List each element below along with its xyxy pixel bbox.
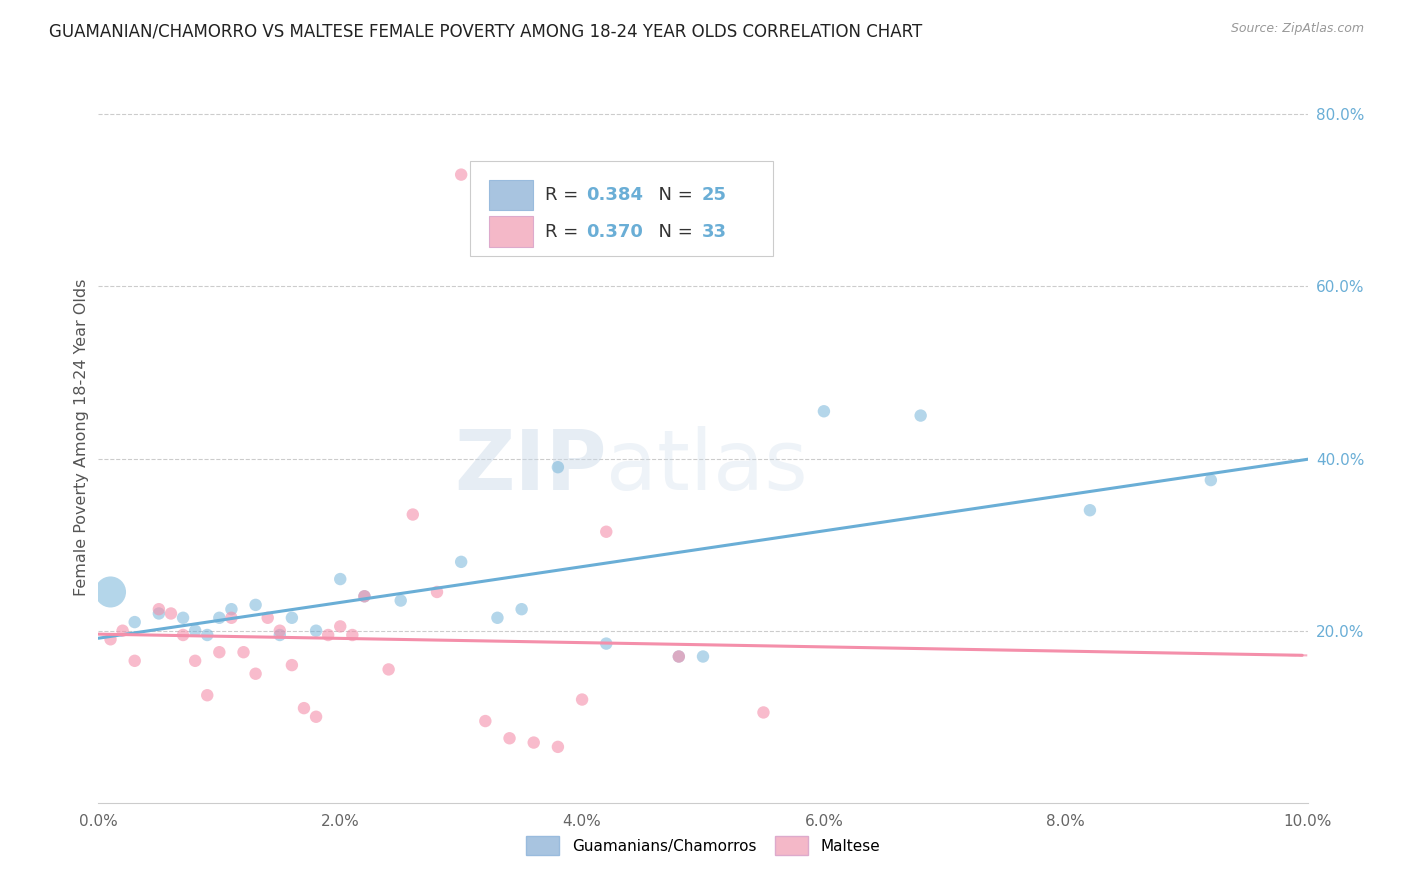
Point [595,637,617,651]
Point [329,619,352,633]
Point [305,624,328,638]
Point [316,628,339,642]
FancyBboxPatch shape [489,216,533,247]
Point [184,654,207,668]
Point [353,589,375,603]
Text: atlas: atlas [606,425,808,507]
Point [292,701,315,715]
Point [124,654,146,668]
Point [221,602,243,616]
FancyBboxPatch shape [470,161,773,256]
Text: ZIP: ZIP [454,425,606,507]
Point [281,611,304,625]
Point [510,602,533,616]
Text: R =: R = [544,186,583,204]
Text: 25: 25 [702,186,727,204]
Text: GUAMANIAN/CHAMORRO VS MALTESE FEMALE POVERTY AMONG 18-24 YEAR OLDS CORRELATION C: GUAMANIAN/CHAMORRO VS MALTESE FEMALE POV… [49,22,922,40]
Text: R =: R = [544,222,583,241]
Point [269,624,291,638]
Point [450,555,472,569]
Point [486,611,509,625]
Point [172,628,194,642]
Point [245,666,267,681]
Point [389,593,412,607]
Point [172,611,194,625]
Point [813,404,835,418]
Text: N =: N = [647,186,699,204]
Point [281,658,304,673]
Point [523,735,546,749]
Point [160,607,183,621]
FancyBboxPatch shape [489,179,533,211]
Point [342,628,364,642]
Point [547,739,569,754]
Point [111,624,134,638]
Text: Source: ZipAtlas.com: Source: ZipAtlas.com [1230,22,1364,36]
Point [221,611,243,625]
Point [245,598,267,612]
Point [329,572,352,586]
Point [498,731,520,746]
Point [1199,473,1222,487]
Point [668,649,690,664]
Text: 0.384: 0.384 [586,186,643,204]
Point [571,692,593,706]
Point [208,645,231,659]
Point [195,688,218,702]
Point [595,524,617,539]
Point [752,706,775,720]
Point [474,714,496,728]
Point [1078,503,1101,517]
Point [256,611,278,625]
Point [692,649,714,664]
Point [305,710,328,724]
Text: 33: 33 [702,222,727,241]
Point [148,602,170,616]
Point [910,409,932,423]
Point [100,585,122,599]
Point [184,624,207,638]
Point [377,662,399,676]
Point [353,589,375,603]
Point [269,628,291,642]
Point [668,649,690,664]
Point [450,168,472,182]
Legend: Guamanians/Chamorros, Maltese: Guamanians/Chamorros, Maltese [520,830,886,861]
Point [232,645,254,659]
Point [195,628,218,642]
Point [208,611,231,625]
Point [148,607,170,621]
Point [124,615,146,629]
Point [100,632,122,647]
Point [547,460,569,475]
Point [426,585,449,599]
Text: N =: N = [647,222,699,241]
Text: 0.370: 0.370 [586,222,643,241]
Point [402,508,425,522]
Y-axis label: Female Poverty Among 18-24 Year Olds: Female Poverty Among 18-24 Year Olds [75,278,89,596]
